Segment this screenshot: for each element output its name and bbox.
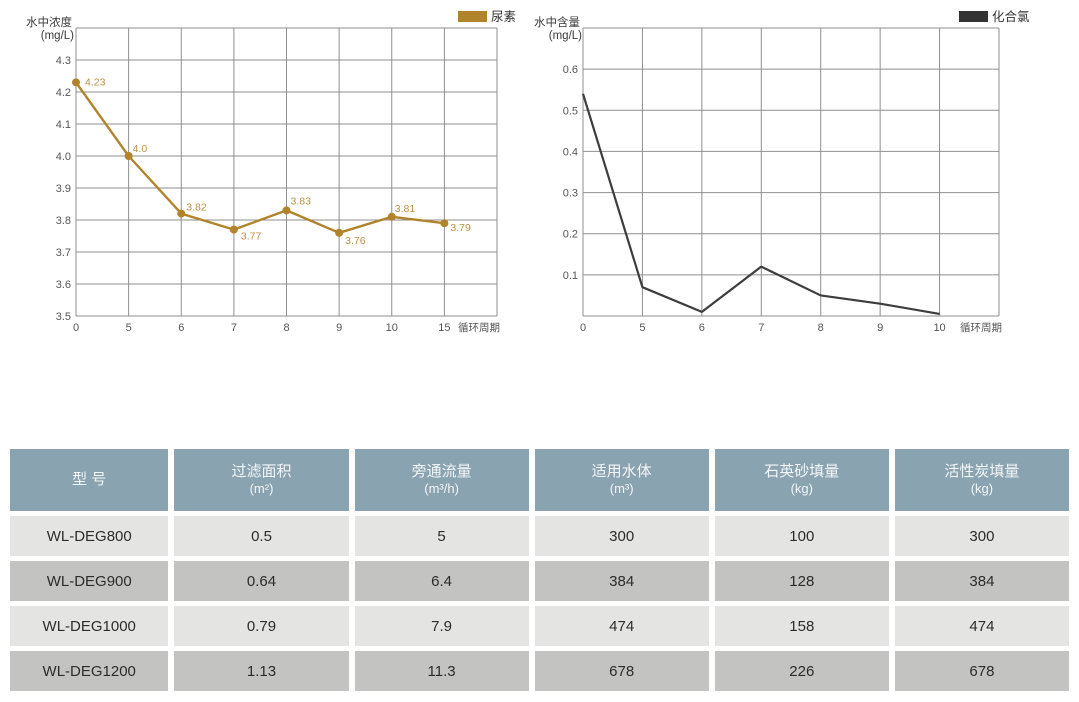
svg-text:8: 8 [818,322,824,334]
svg-text:7: 7 [758,322,764,334]
svg-text:0.1: 0.1 [563,270,578,282]
svg-text:3.6: 3.6 [56,279,71,291]
value-cell: 158 [714,606,889,646]
svg-text:0.6: 0.6 [563,64,578,76]
value-cell: 0.79 [174,606,349,646]
svg-text:15: 15 [438,322,450,334]
svg-text:化合氯: 化合氯 [992,9,1030,24]
svg-text:6: 6 [699,322,705,334]
table-row: WL-DEG800 0.5 5 300 100 300 [10,516,1069,556]
model-cell: WL-DEG800 [10,516,169,556]
svg-text:3.77: 3.77 [241,231,262,243]
value-cell: 100 [714,516,889,556]
svg-text:3.8: 3.8 [56,215,71,227]
header-activated-carbon: 活性炭填量 (kg) [894,449,1069,511]
svg-text:尿素: 尿素 [491,10,516,24]
svg-text:3.82: 3.82 [186,202,207,214]
header-filter-area: 过滤面积 (m²) [174,449,349,511]
value-cell: 6.4 [354,561,529,601]
value-cell: 5 [354,516,529,556]
combined-chlorine-line-chart: 0.6 0.5 0.4 0.3 0.2 0.1 0 5 6 7 8 9 10 循环周期 水中含量(mg/L)… [534,9,1030,334]
legend-swatch [959,11,988,22]
svg-text:3.76: 3.76 [345,235,366,247]
value-cell: 678 [534,651,709,691]
svg-text:0.4: 0.4 [563,146,578,158]
svg-text:3.83: 3.83 [291,195,312,207]
table-row: WL-DEG1200 1.13 11.3 678 226 678 [10,651,1069,691]
svg-text:7: 7 [231,322,237,334]
value-cell: 128 [714,561,889,601]
urea-line-chart: 4.3 4.2 4.1 4.0 3.9 3.8 3.7 3.6 3.50 5 6 7 8 9 10 15 循环周… [26,10,516,334]
value-cell: 300 [894,516,1069,556]
header-model: 型 号 [10,449,169,511]
model-cell: WL-DEG1200 [10,651,169,691]
svg-text:6: 6 [178,322,184,334]
model-cell: WL-DEG900 [10,561,169,601]
svg-text:3.7: 3.7 [56,247,71,259]
value-cell: 11.3 [354,651,529,691]
svg-text:0: 0 [580,322,586,334]
svg-text:4.3: 4.3 [56,55,71,67]
svg-text:0.2: 0.2 [563,229,578,241]
svg-text:3.9: 3.9 [56,183,71,195]
svg-text:(mg/L): (mg/L) [549,30,582,42]
value-cell: 0.5 [174,516,349,556]
value-cell: 300 [534,516,709,556]
value-cell: 226 [714,651,889,691]
value-cell: 0.64 [174,561,349,601]
svg-text:3.79: 3.79 [450,222,471,234]
svg-text:循环周期: 循环周期 [458,321,500,334]
value-cell: 384 [894,561,1069,601]
table-header-row: 型 号 过滤面积 (m²) 旁通流量 (m³/h) 适用水体 (m³) 石英砂填量 (k… [10,449,1069,511]
svg-text:水中浓度: 水中浓度 [26,15,72,29]
model-spec-table: 型 号 过滤面积 (m²) 旁通流量 (m³/h) 适用水体 (m³) 石英砂填量 (k… [4,444,1075,696]
svg-text:10: 10 [933,322,945,334]
value-cell: 474 [894,606,1069,646]
svg-text:4.1: 4.1 [56,119,71,131]
value-cell: 384 [534,561,709,601]
svg-text:水中含量: 水中含量 [534,15,580,29]
header-quartz-sand: 石英砂填量 (kg) [714,449,889,511]
svg-text:3.5: 3.5 [56,311,71,323]
svg-text:4.0: 4.0 [56,151,71,163]
header-bypass-flow: 旁通流量 (m³/h) [354,449,529,511]
svg-text:5: 5 [126,322,132,334]
svg-text:9: 9 [336,322,342,334]
svg-text:10: 10 [386,322,398,334]
header-applicable-water: 适用水体 (m³) [534,449,709,511]
table-row: WL-DEG1000 0.79 7.9 474 158 474 [10,606,1069,646]
svg-text:0.5: 0.5 [563,105,578,117]
value-cell: 678 [894,651,1069,691]
svg-text:8: 8 [283,322,289,334]
legend-swatch [458,11,487,22]
svg-text:3.81: 3.81 [395,203,416,215]
value-cell: 474 [534,606,709,646]
svg-text:9: 9 [877,322,883,334]
svg-text:4.2: 4.2 [56,87,71,99]
svg-text:5: 5 [639,322,645,334]
svg-text:4.0: 4.0 [133,143,148,155]
svg-text:4.23: 4.23 [85,76,106,88]
svg-text:0.3: 0.3 [563,188,578,200]
table-row: WL-DEG900 0.64 6.4 384 128 384 [10,561,1069,601]
model-cell: WL-DEG1000 [10,606,169,646]
value-cell: 1.13 [174,651,349,691]
value-cell: 7.9 [354,606,529,646]
svg-text:0: 0 [73,322,79,334]
svg-text:(mg/L): (mg/L) [41,30,74,42]
svg-text:循环周期: 循环周期 [960,321,1002,334]
